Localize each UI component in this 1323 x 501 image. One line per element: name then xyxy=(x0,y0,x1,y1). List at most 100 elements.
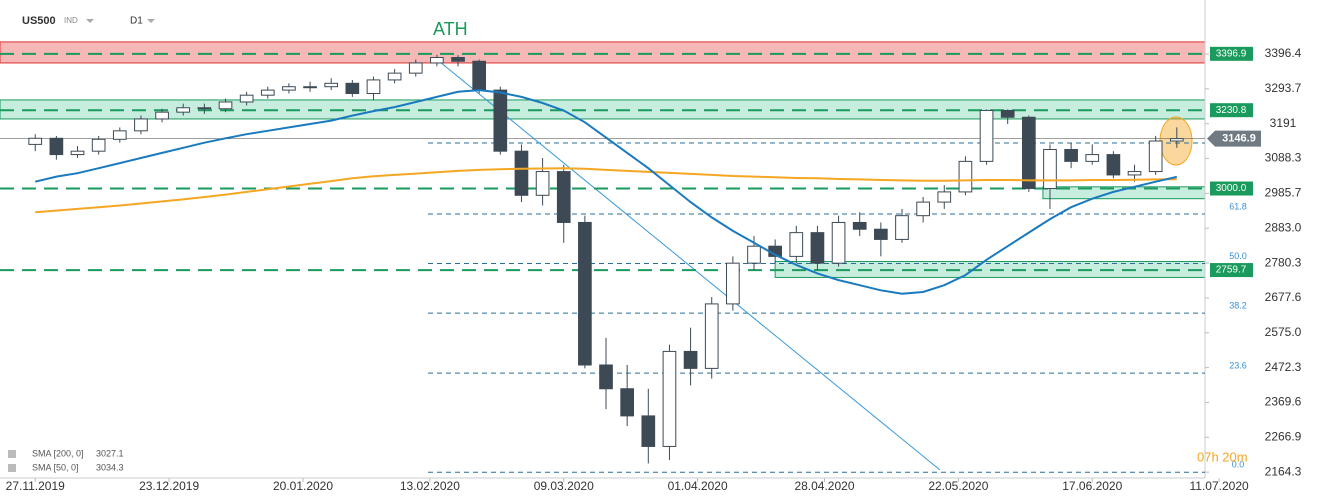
sma-line xyxy=(35,167,1177,214)
y-tick-label: 3293.7 xyxy=(1265,81,1302,95)
dropdown-arrow[interactable] xyxy=(147,19,155,23)
timeframe[interactable]: D1 xyxy=(130,16,143,27)
candle-body xyxy=(1127,171,1142,176)
x-tick-label: 23.12.2019 xyxy=(139,479,199,493)
candle-body xyxy=(218,101,233,110)
candle-body xyxy=(810,232,825,264)
y-tick-label: 2575.0 xyxy=(1265,325,1302,339)
x-tick-label: 09.03.2020 xyxy=(534,479,594,493)
x-tick-label: 22.05.2020 xyxy=(928,479,988,493)
zones xyxy=(0,41,1206,278)
legend-name: SMA [200, 0] xyxy=(32,448,84,458)
candle-body xyxy=(747,245,761,264)
candle-body xyxy=(662,350,677,447)
candle-body xyxy=(726,262,740,305)
candle-body xyxy=(895,215,909,240)
fib-label: 61.8 xyxy=(1229,201,1247,211)
candle-body xyxy=(556,171,571,223)
candle-body xyxy=(852,221,867,230)
candle-body xyxy=(1148,140,1163,173)
candle-body xyxy=(1000,109,1015,118)
candle-body xyxy=(831,221,846,264)
level-tag xyxy=(1210,263,1253,278)
candle-body xyxy=(641,415,656,447)
x-tick-label: 17.06.2020 xyxy=(1062,479,1122,493)
candle-body xyxy=(91,138,106,152)
legend-icon xyxy=(8,464,16,472)
dropdown-arrow[interactable] xyxy=(86,19,94,23)
candle-body xyxy=(514,150,529,196)
candle-body xyxy=(493,89,508,152)
candle-body xyxy=(155,111,169,120)
candle-body xyxy=(387,72,402,81)
candle-body xyxy=(197,107,212,110)
x-tick-label: 20.01.2020 xyxy=(273,479,333,493)
candle-body xyxy=(112,130,127,140)
candle-body xyxy=(303,86,317,89)
instrument-kind: IND xyxy=(64,16,78,25)
candle-body xyxy=(176,107,191,113)
candle-body xyxy=(472,60,487,91)
candle-body xyxy=(451,57,465,62)
trend-line xyxy=(439,61,941,471)
candle-body xyxy=(134,118,148,132)
legend-icon xyxy=(8,450,16,458)
x-tick-label: 27.11.2019 xyxy=(6,479,65,493)
y-tick-label: 2164.3 xyxy=(1265,464,1302,478)
y-tick-label: 2472.3 xyxy=(1265,360,1302,374)
candle-body xyxy=(70,150,85,156)
legend-name: SMA [50, 0] xyxy=(32,462,79,472)
y-tick-label: 2780.3 xyxy=(1265,255,1302,269)
y-tick-label: 2677.6 xyxy=(1265,290,1302,304)
candle-body xyxy=(239,94,254,103)
fib-label: 50.0 xyxy=(1229,251,1247,261)
candle-body xyxy=(1169,138,1184,142)
x-tick-label: 01.04.2020 xyxy=(668,479,728,493)
candle-body xyxy=(789,232,804,257)
level-label: 3000.0 xyxy=(1216,183,1247,194)
ath-annotation: ATH xyxy=(433,19,468,39)
y-tick-label: 3191 xyxy=(1270,116,1297,130)
y-tick-label: 2266.9 xyxy=(1265,429,1302,443)
candle-body xyxy=(535,171,550,196)
candle-body xyxy=(430,57,444,64)
candle-body xyxy=(49,137,64,156)
level-tag xyxy=(1210,181,1253,196)
legend-value: 3034.3 xyxy=(96,462,124,472)
y-tick-label: 2883.0 xyxy=(1265,220,1302,234)
candle-body xyxy=(1043,148,1057,190)
fib-label: 38.2 xyxy=(1229,300,1247,310)
last-price-label: 3146.9 xyxy=(1222,133,1256,145)
fib-label: 23.6 xyxy=(1229,361,1247,371)
x-tick-label: 28.04.2020 xyxy=(794,479,854,493)
candle-body xyxy=(704,303,719,369)
candle-body xyxy=(1064,148,1078,162)
y-tick-label: 3088.3 xyxy=(1265,151,1302,165)
candle-body xyxy=(408,62,423,74)
level-label: 2759.7 xyxy=(1216,265,1247,276)
y-tick-label: 2369.6 xyxy=(1265,395,1302,409)
level-tag xyxy=(1210,103,1253,118)
candle-body xyxy=(578,221,592,366)
fib-label: 0.0 xyxy=(1232,460,1245,470)
x-tick-label: 11.07.2020 xyxy=(1190,479,1249,493)
last-price-tag xyxy=(1207,130,1261,147)
candle-body xyxy=(916,201,930,217)
symbol: US500 xyxy=(22,15,56,27)
candle-body xyxy=(599,364,613,390)
candle-body xyxy=(366,79,381,94)
level-label: 3396.9 xyxy=(1216,48,1247,59)
candle-body xyxy=(979,109,994,162)
candle-body xyxy=(937,191,952,203)
y-tick-label: 3396.4 xyxy=(1265,46,1302,60)
legend-value: 3027.1 xyxy=(96,448,124,458)
candle-body xyxy=(958,160,973,193)
candle-body xyxy=(260,89,275,96)
candle-body xyxy=(282,86,296,91)
candle-body xyxy=(1106,154,1121,176)
level-label: 3230.8 xyxy=(1216,105,1247,116)
candle-body xyxy=(620,388,635,417)
candle-body xyxy=(683,350,698,369)
sma-line xyxy=(34,89,1178,295)
